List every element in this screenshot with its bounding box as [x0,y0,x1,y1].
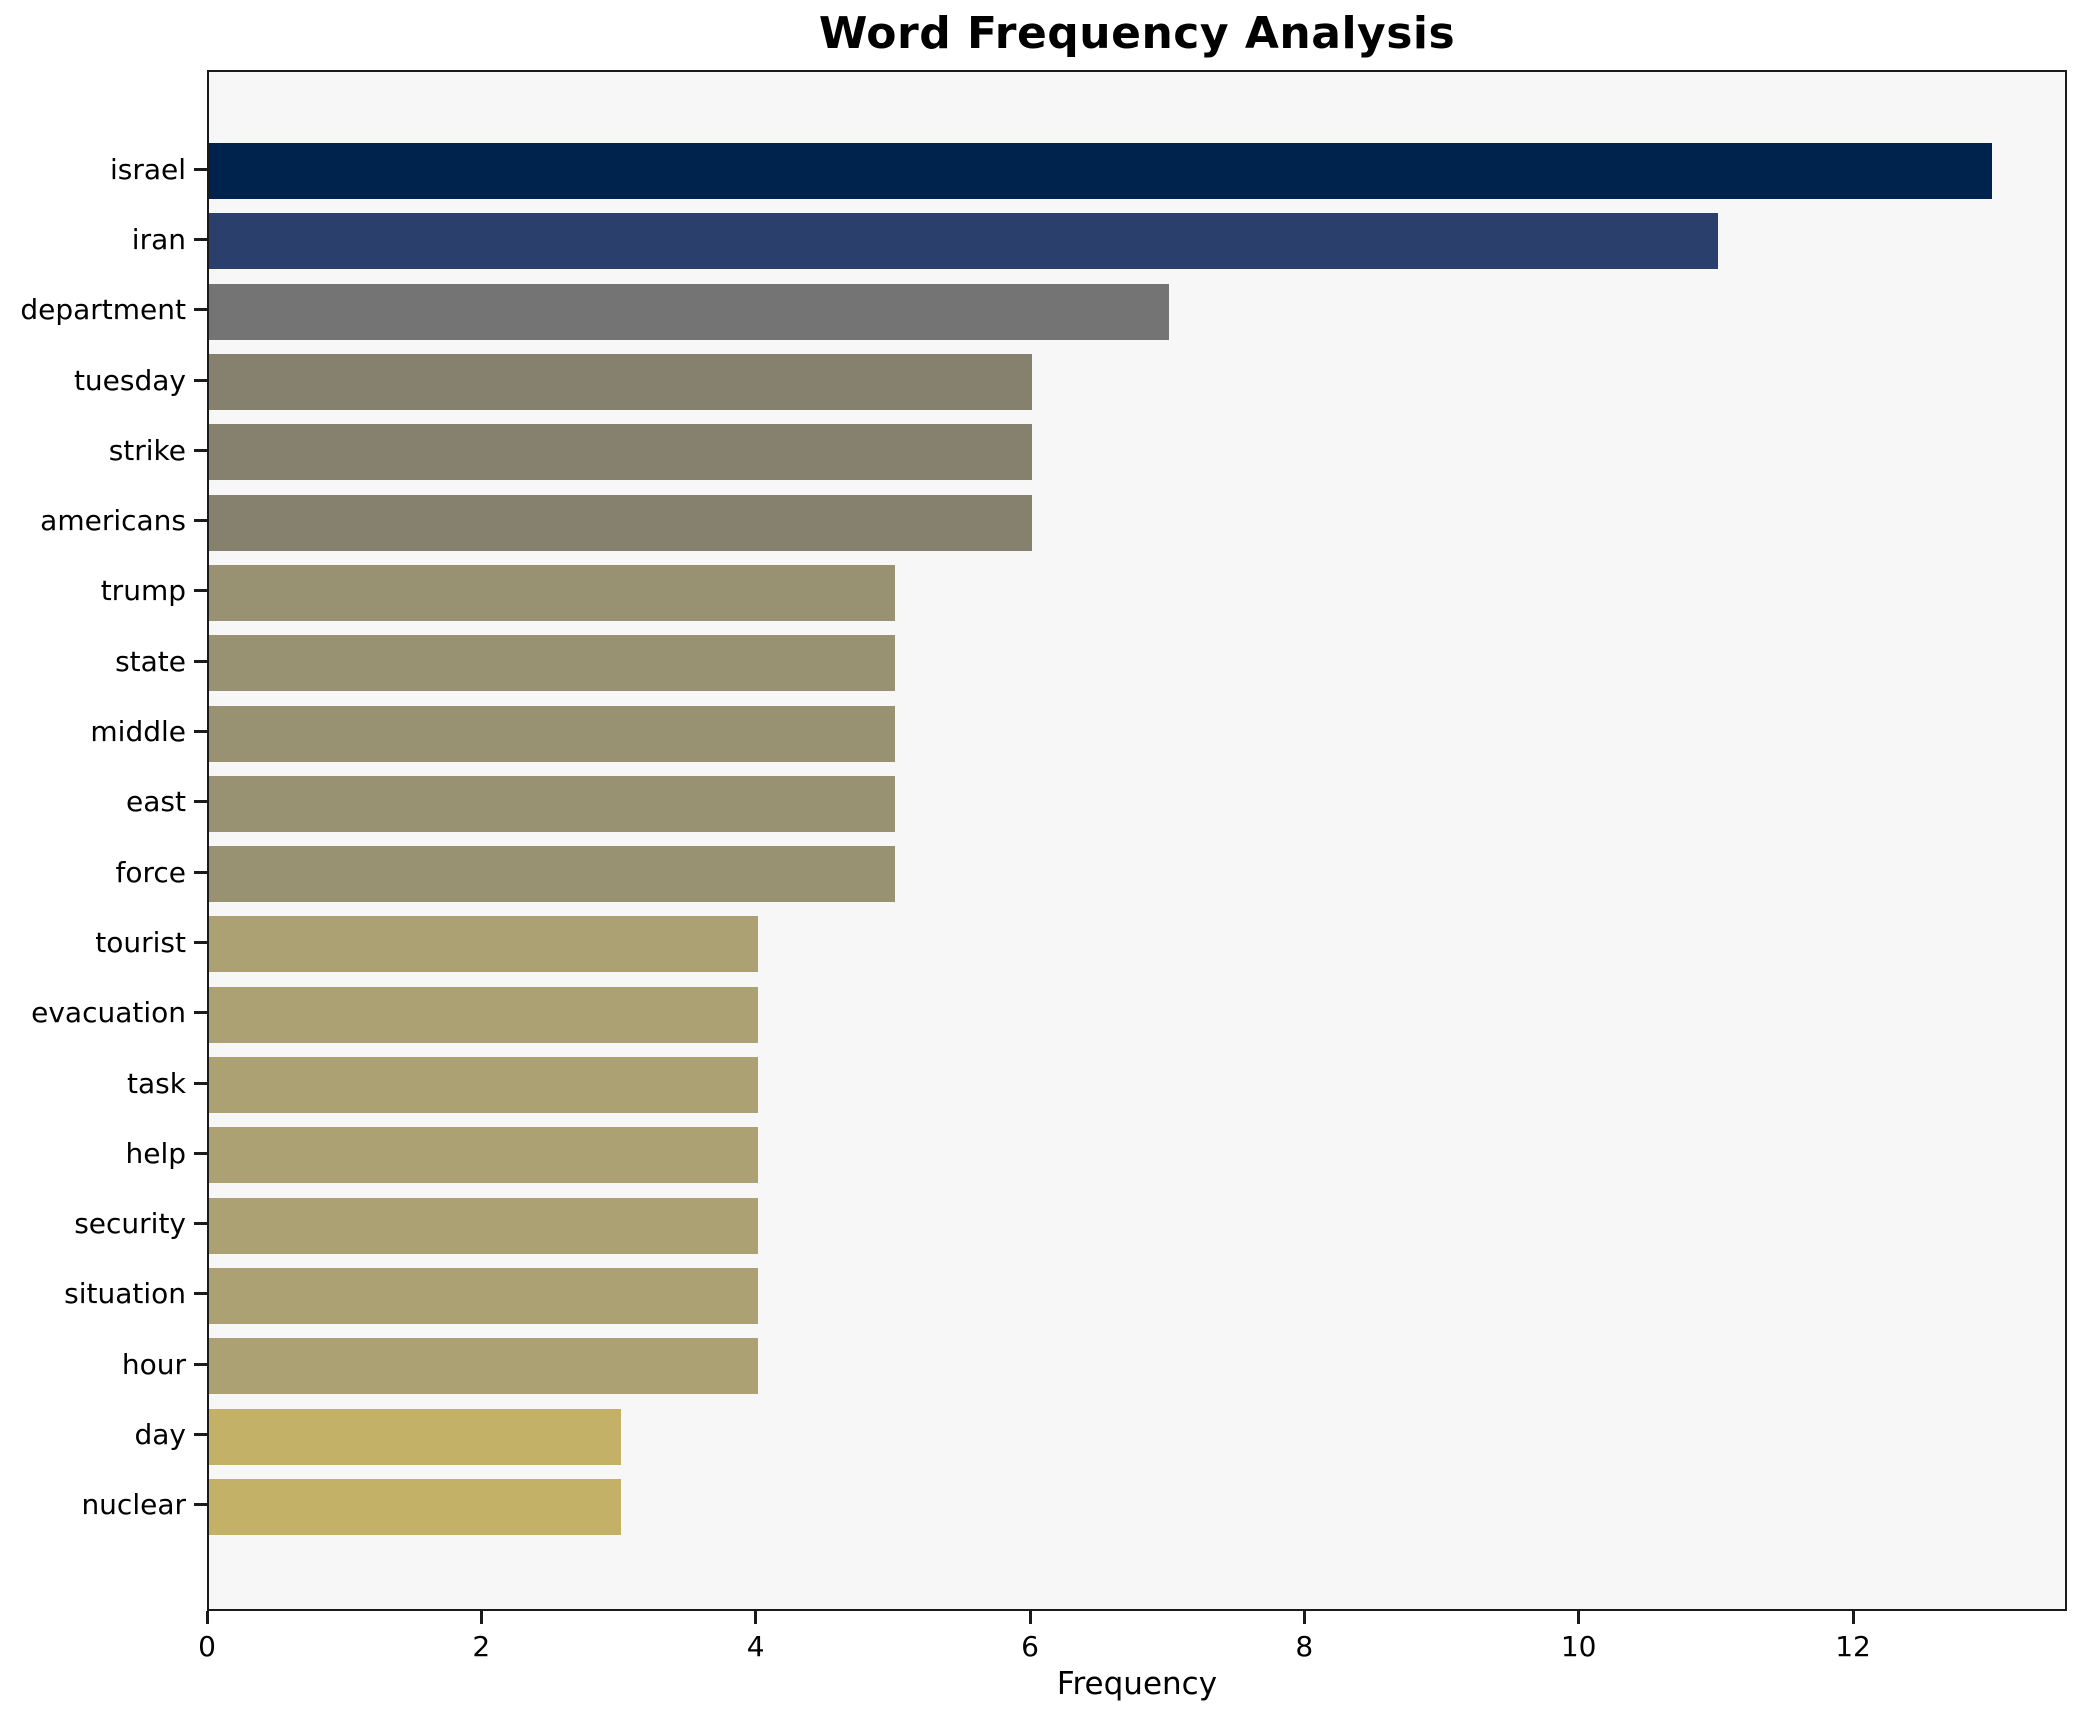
bar-nuclear [209,1478,621,1535]
x-tick-mark [1851,1611,1855,1624]
bar-help [209,1127,758,1184]
x-tick-label-0: 0 [198,1630,216,1663]
y-tick-label-situation: situation [64,1277,186,1311]
bar-department [209,283,1170,340]
x-tick-label-8: 8 [1295,1630,1314,1663]
y-tick-label-tuesday: tuesday [73,363,186,397]
plot-area [207,70,2067,1611]
bar-trump [209,564,895,621]
y-tick-label-strike: strike [108,433,186,467]
bar-iran [209,213,1718,270]
y-tick-label-hour: hour [121,1347,186,1381]
y-tick-label-security: security [74,1207,186,1241]
y-tick-label-state: state [115,644,186,678]
y-tick-label-israel: israel [109,152,186,186]
chart-title: Word Frequency Analysis [818,8,1456,59]
y-tick-mark [194,448,207,452]
bar-east [209,775,895,832]
y-tick-mark [194,589,207,593]
y-tick-mark [194,237,207,241]
y-tick-label-tourist: tourist [95,925,186,959]
y-tick-label-help: help [125,1136,186,1170]
bar-middle [209,705,895,762]
y-tick-label-evacuation: evacuation [31,996,186,1030]
bar-tourist [209,916,758,973]
bar-security [209,1197,758,1254]
bar-strike [209,424,1032,481]
y-tick-mark [194,1081,207,1085]
x-tick-label-6: 6 [1021,1630,1039,1663]
bar-hour [209,1338,758,1395]
y-tick-label-task: task [127,1066,186,1100]
x-axis-title: Frequency [1056,1666,1218,1702]
bar-tuesday [209,354,1032,411]
bar-task [209,1057,758,1114]
y-tick-label-east: east [126,785,186,819]
y-tick-mark [194,1433,207,1437]
x-tick-mark [754,1611,758,1624]
y-tick-mark [194,1222,207,1226]
y-tick-mark [194,870,207,874]
x-tick-label-12: 12 [1835,1630,1871,1663]
x-tick-mark [205,1611,209,1624]
y-tick-mark [194,378,207,382]
y-tick-mark [194,1151,207,1155]
y-tick-mark [194,1503,207,1507]
y-tick-mark [194,167,207,171]
x-tick-label-4: 4 [746,1630,765,1663]
y-tick-mark [194,308,207,312]
y-tick-mark [194,800,207,804]
bar-situation [209,1267,758,1324]
y-tick-mark [194,1362,207,1366]
x-tick-label-2: 2 [472,1630,491,1663]
y-tick-mark [194,730,207,734]
bar-americans [209,494,1032,551]
y-tick-label-day: day [134,1418,186,1452]
y-tick-mark [194,1011,207,1015]
x-tick-mark [1577,1611,1581,1624]
x-tick-mark [1028,1611,1032,1624]
y-tick-label-department: department [20,293,186,327]
y-tick-label-middle: middle [90,715,186,749]
x-tick-mark [1302,1611,1306,1624]
bar-evacuation [209,986,758,1043]
y-tick-mark [194,519,207,523]
y-tick-mark [194,1292,207,1296]
x-tick-mark [479,1611,483,1624]
y-tick-mark [194,940,207,944]
bar-state [209,635,895,692]
x-tick-label-10: 10 [1560,1630,1597,1663]
y-tick-mark [194,659,207,663]
y-tick-label-americans: americans [40,504,186,538]
bar-israel [209,143,1993,200]
y-tick-label-nuclear: nuclear [81,1488,186,1522]
bar-force [209,846,895,903]
y-tick-label-iran: iran [131,222,186,256]
y-tick-label-trump: trump [100,574,186,608]
bar-day [209,1408,621,1465]
y-tick-label-force: force [115,855,186,889]
